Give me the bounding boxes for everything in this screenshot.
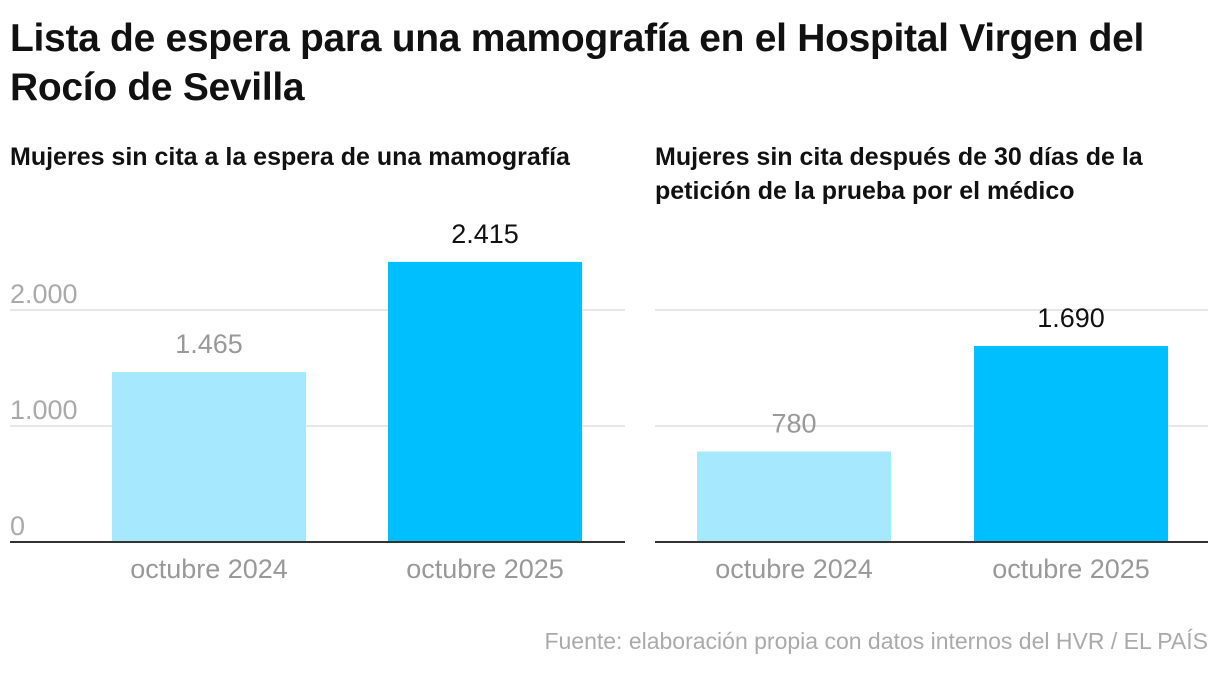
bar-previous (112, 372, 306, 542)
bar-value-label: 1.690 (1037, 303, 1105, 333)
x-category-label: octubre 2024 (715, 554, 873, 584)
right-chart-subtitle: Mujeres sin cita después de 30 días de l… (655, 143, 1143, 205)
y-tick-label: 0 (10, 511, 25, 541)
y-tick-label: 2.000 (10, 279, 78, 309)
x-category-label: octubre 2025 (992, 554, 1150, 584)
chart-title: Lista de espera para una mamografía en e… (10, 17, 1145, 109)
y-tick-label: 1.000 (10, 395, 78, 425)
left-chart-subtitle: Mujeres sin cita a la espera de una mamo… (10, 143, 570, 171)
bar-current (974, 345, 1168, 542)
x-category-label: octubre 2024 (130, 554, 288, 584)
bar-current (388, 261, 582, 542)
bar-previous (697, 451, 891, 542)
bar-value-label: 1.465 (175, 329, 243, 359)
bar-value-label: 780 (771, 409, 816, 439)
x-category-label: octubre 2025 (406, 554, 564, 584)
bar-value-label: 2.415 (451, 219, 519, 249)
source-note: Fuente: elaboración propia con datos int… (544, 628, 1208, 654)
